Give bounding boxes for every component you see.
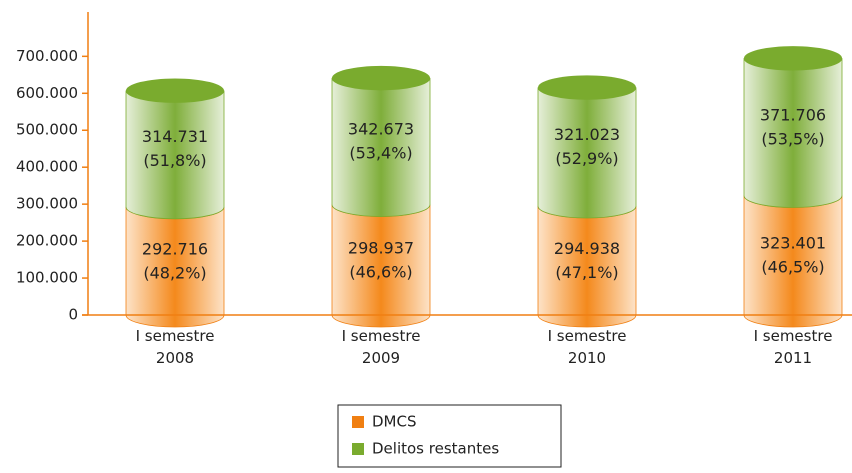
share-label: (53,4%) — [349, 144, 412, 163]
value-label: 321.023 — [554, 125, 620, 144]
x-tick-line: 2011 — [774, 349, 812, 367]
x-tick-line: I semestre — [136, 327, 215, 345]
legend-swatch — [352, 416, 364, 428]
cylinder-segment — [743, 58, 843, 208]
cylinder-segment — [331, 77, 431, 217]
y-tick-label: 500.000 — [16, 121, 78, 139]
share-label: (46,5%) — [761, 258, 824, 277]
share-label: (53,5%) — [761, 129, 824, 148]
x-tick-label: I semestre 2011 — [754, 327, 833, 367]
value-label: 294.938 — [554, 239, 620, 258]
legend-swatch — [352, 443, 364, 455]
y-tick-label: 200.000 — [16, 232, 78, 250]
share-label: (51,8%) — [143, 151, 206, 170]
share-label: (52,9%) — [555, 149, 618, 168]
x-tick-line: 2009 — [362, 349, 400, 367]
x-tick-line: I semestre — [754, 327, 833, 345]
y-tick-label: 700.000 — [16, 47, 78, 65]
x-tick-line: I semestre — [342, 327, 421, 345]
cylinder-top — [744, 46, 842, 71]
x-tick-line: 2008 — [156, 349, 194, 367]
value-label: 371.706 — [760, 105, 826, 124]
x-tick-label: I semestre 2009 — [342, 327, 421, 367]
cylinder-segment — [537, 87, 637, 219]
x-tick-line: 2010 — [568, 349, 606, 367]
legend-label: Delitos restantes — [372, 440, 499, 458]
y-tick-label: 300.000 — [16, 195, 78, 213]
value-label: 292.716 — [142, 239, 208, 258]
y-tick-label: 600.000 — [16, 84, 78, 102]
legend-label: DMCS — [372, 413, 417, 431]
share-label: (47,1%) — [555, 263, 618, 282]
value-label: 323.401 — [760, 234, 826, 253]
legend-box — [337, 404, 562, 468]
cylinder-top — [126, 78, 224, 103]
y-tick-label: 400.000 — [16, 158, 78, 176]
y-tick-label: 0 — [68, 306, 78, 324]
cylinder-top — [538, 75, 636, 100]
x-tick-line: I semestre — [548, 327, 627, 345]
value-label: 298.937 — [348, 238, 414, 257]
y-tick-label: 100.000 — [16, 269, 78, 287]
cylinder-top — [332, 65, 430, 90]
share-label: (46,6%) — [349, 262, 412, 281]
value-label: 342.673 — [348, 120, 414, 139]
x-tick-label: I semestre 2008 — [136, 327, 215, 367]
x-tick-label: I semestre 2010 — [548, 327, 627, 367]
value-label: 314.731 — [142, 127, 208, 146]
share-label: (48,2%) — [143, 263, 206, 282]
